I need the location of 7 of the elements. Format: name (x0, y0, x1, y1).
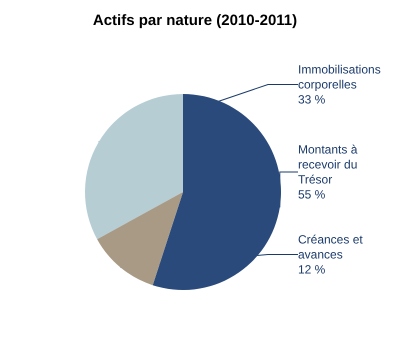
slice-label: Immobilisations corporelles (298, 62, 384, 92)
slice-label: Créances et avances (298, 232, 366, 262)
data-label: 55 % (298, 188, 326, 202)
data-label: 12 % (298, 262, 326, 276)
chart-title: Actifs par nature (2010-2011) (92, 12, 298, 29)
data-label: 33 % (298, 92, 326, 106)
slice-label: Montants à recevoir du Trésor (298, 142, 361, 186)
